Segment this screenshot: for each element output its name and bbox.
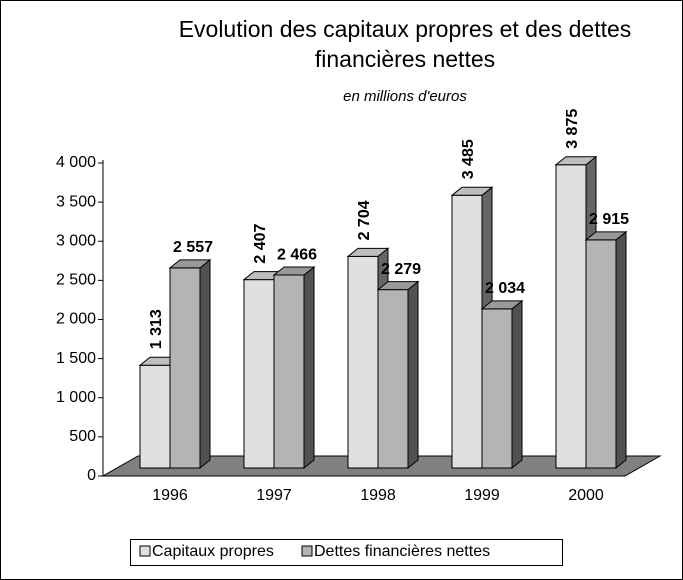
bar-face bbox=[407, 280, 419, 470]
bar-face bbox=[168, 259, 212, 269]
bar-face bbox=[554, 156, 598, 166]
bar-face bbox=[555, 164, 587, 469]
bar-face bbox=[377, 289, 409, 469]
value-label: 2 557 bbox=[173, 239, 213, 256]
value-label: 2 704 bbox=[356, 200, 373, 240]
value-label: 1 313 bbox=[148, 309, 165, 349]
bar-face bbox=[376, 281, 420, 291]
y-tick-label: 4 000 bbox=[56, 154, 96, 171]
legend-swatch bbox=[139, 545, 151, 557]
bar bbox=[376, 280, 420, 470]
x-tick-label: 1998 bbox=[360, 487, 396, 504]
x-tick-label: 1999 bbox=[464, 487, 500, 504]
bar-face bbox=[303, 265, 315, 470]
value-label: 3 485 bbox=[460, 139, 477, 179]
bar-face bbox=[139, 364, 171, 469]
value-label: 2 279 bbox=[381, 261, 421, 278]
bar-face bbox=[199, 258, 211, 470]
bar-face bbox=[243, 279, 275, 469]
bar-face bbox=[615, 230, 627, 470]
legend-swatch bbox=[301, 545, 313, 557]
bar-face bbox=[273, 274, 305, 469]
bar bbox=[272, 265, 316, 470]
value-label: 2 034 bbox=[485, 280, 525, 297]
bar-face bbox=[585, 239, 617, 469]
chart-title: Evolution des capitaux propres et des de… bbox=[178, 16, 632, 72]
bar-face bbox=[347, 255, 379, 469]
bar-face bbox=[481, 308, 513, 469]
x-tick-label: 2000 bbox=[568, 487, 604, 504]
value-label: 3 875 bbox=[564, 109, 581, 149]
chart-subtitle: en millions d'euros bbox=[343, 88, 467, 105]
bar-face bbox=[272, 266, 316, 276]
value-label: 2 915 bbox=[589, 211, 629, 228]
y-tick-label: 500 bbox=[69, 428, 96, 445]
bar bbox=[584, 230, 628, 470]
bar-face bbox=[511, 299, 523, 470]
y-tick-label: 2 000 bbox=[56, 311, 96, 328]
value-label: 2 407 bbox=[252, 224, 269, 264]
bar bbox=[168, 258, 212, 470]
legend-label: Capitaux propres bbox=[152, 543, 274, 560]
bar-face bbox=[450, 186, 494, 196]
bar-face bbox=[480, 300, 524, 310]
bar-face bbox=[346, 247, 390, 257]
bar-face bbox=[584, 231, 628, 241]
x-tick-label: 1997 bbox=[256, 487, 292, 504]
value-label: 2 466 bbox=[277, 246, 317, 263]
bar-face bbox=[451, 194, 483, 469]
y-tick-label: 1 500 bbox=[56, 350, 96, 367]
legend-box bbox=[130, 539, 563, 566]
x-tick-label: 1996 bbox=[152, 487, 188, 504]
y-tick-label: 1 000 bbox=[56, 389, 96, 406]
y-tick-label: 2 500 bbox=[56, 272, 96, 289]
y-tick-label: 0 bbox=[87, 467, 96, 484]
bar bbox=[480, 299, 524, 470]
legend-label: Dettes financières nettes bbox=[314, 543, 490, 560]
y-tick-label: 3 000 bbox=[56, 232, 96, 249]
y-tick-label: 3 500 bbox=[56, 193, 96, 210]
bar-face bbox=[169, 267, 201, 469]
